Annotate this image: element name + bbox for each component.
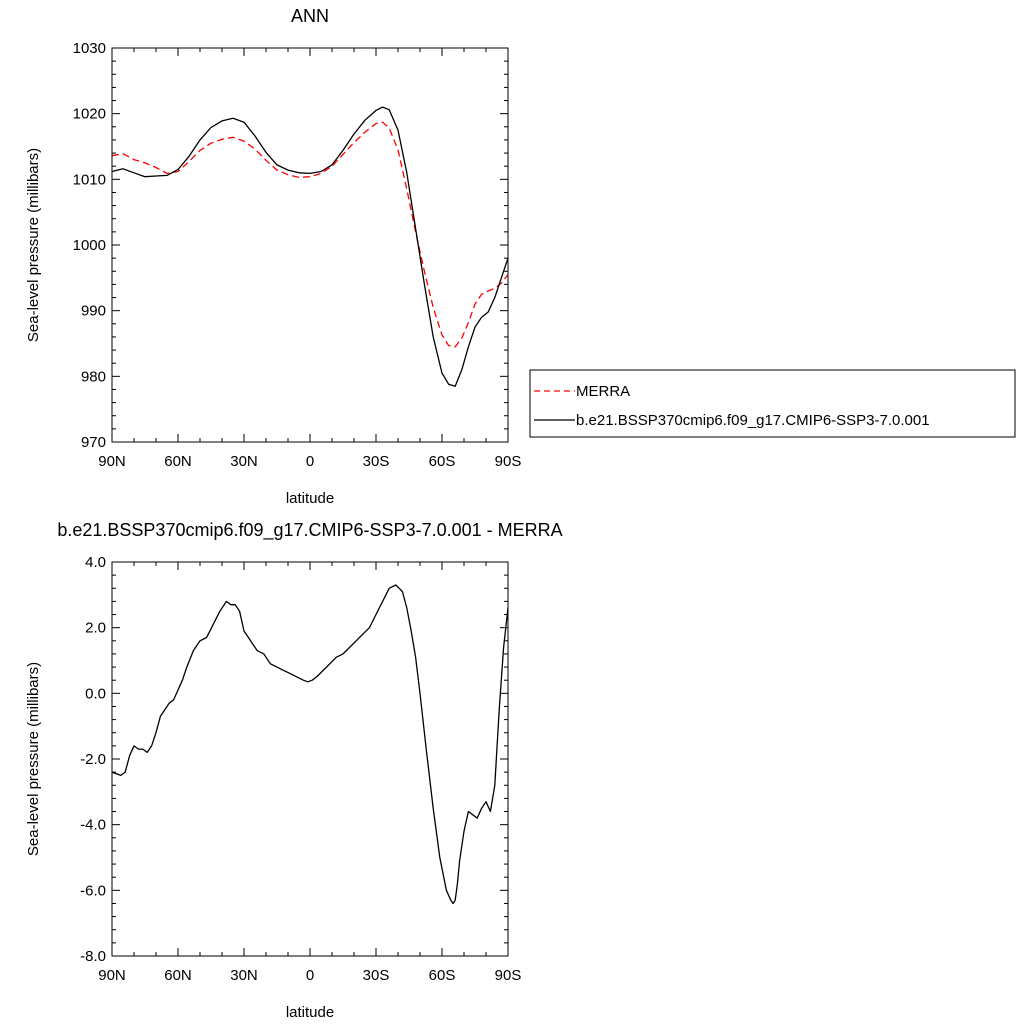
plot-frame <box>111 561 509 957</box>
y-axis-label: Sea-level pressure (millibars) <box>25 148 42 342</box>
y-tick-label: 980 <box>81 368 106 385</box>
legend-box <box>529 369 1016 438</box>
panel-sea-level-pressure: ANN 90N 60N 30N 0 30S 60S 90S 970 980 990 1000 1010… <box>25 6 1016 507</box>
plot-frame <box>111 47 509 443</box>
x-tick-label: 60N <box>164 967 192 984</box>
chart-title: ANN <box>291 6 329 26</box>
y-tick-label: 2.0 <box>85 620 106 637</box>
x-tick-label: 0 <box>306 453 314 470</box>
tick-marks <box>111 47 509 443</box>
legend: MERRA b.e21.BSSP370cmip6.f09_g17.CMIP6-S… <box>529 369 1016 438</box>
x-axis-label: latitude <box>286 490 334 507</box>
x-tick-label: 90N <box>98 453 126 470</box>
x-tick-label: 30S <box>363 967 390 984</box>
x-tick-label: 90S <box>495 453 522 470</box>
series-line-difference <box>111 584 509 905</box>
y-tick-label: -6.0 <box>80 882 106 899</box>
y-tick-label: -4.0 <box>80 817 106 834</box>
x-tick-label: 60N <box>164 453 192 470</box>
y-tick-label: 970 <box>81 434 106 451</box>
y-tick-label: 1000 <box>73 237 106 254</box>
y-axis-label: Sea-level pressure (millibars) <box>25 662 42 856</box>
y-tick-label: 1010 <box>73 171 106 188</box>
x-tick-label: 60S <box>429 967 456 984</box>
y-tick-label: -8.0 <box>80 948 106 965</box>
y-tick-label: -2.0 <box>80 751 106 768</box>
series-group <box>111 106 509 387</box>
y-tick-label: 1020 <box>73 106 106 123</box>
x-tick-label: 30S <box>363 453 390 470</box>
legend-label-merra: MERRA <box>576 383 630 400</box>
legend-label-model: b.e21.BSSP370cmip6.f09_g17.CMIP6-SSP3-7.… <box>576 412 930 429</box>
x-tick-label: 90N <box>98 967 126 984</box>
y-tick-label: 990 <box>81 303 106 320</box>
x-tick-label: 90S <box>495 967 522 984</box>
y-tick-label: 0.0 <box>85 685 106 702</box>
x-axis-label: latitude <box>286 1004 334 1021</box>
series-line-merra <box>111 121 509 348</box>
tick-marks <box>111 561 509 957</box>
series-line-b-e21-bssp370cmip6-f09-g17-cmip6-ssp3-7-0-001 <box>111 106 509 387</box>
tick-labels: 90N 60N 30N 0 30S 60S 90S 970 980 990 1000 1010 1020… <box>73 40 522 470</box>
x-tick-label: 0 <box>306 967 314 984</box>
tick-labels: 90N 60N 30N 0 30S 60S 90S -8.0 -6.0 -4.0 -2.0 0.0 2.… <box>80 554 521 984</box>
panel-difference: b.e21.BSSP370cmip6.f09_g17.CMIP6-SSP3-7.… <box>25 520 563 1021</box>
x-tick-label: 60S <box>429 453 456 470</box>
x-tick-label: 30N <box>230 453 258 470</box>
series-group <box>111 584 509 905</box>
y-tick-label: 1030 <box>73 40 106 57</box>
x-tick-label: 30N <box>230 967 258 984</box>
chart-title: b.e21.BSSP370cmip6.f09_g17.CMIP6-SSP3-7.… <box>57 520 562 541</box>
y-tick-label: 4.0 <box>85 554 106 571</box>
